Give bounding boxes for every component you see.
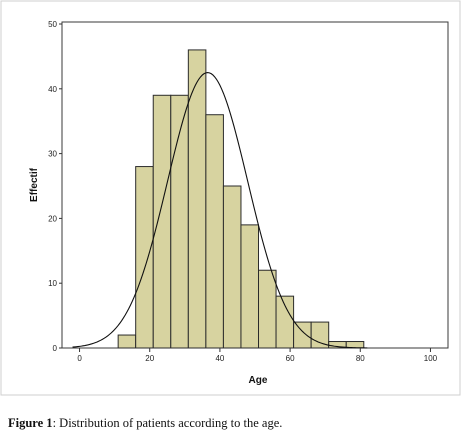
histogram-bar-1 [135,166,154,349]
normal-curve-line [72,72,368,349]
y-tick-label: 30 [48,150,57,159]
y-tick-label: 50 [48,20,57,29]
x-tick-label: 80 [356,354,365,363]
y-axis-ticks: 0 10 20 30 40 50 [48,20,62,353]
x-tick-label: 40 [215,354,224,363]
y-tick-label: 40 [48,85,57,94]
bars-group [117,49,365,349]
histogram-bar-6 [222,185,242,349]
figure-caption: Figure 1: Distribution of patients accor… [8,416,463,431]
x-tick-label: 20 [145,354,154,363]
y-tick-label: 20 [48,214,57,223]
histogram-bar-10 [293,321,312,349]
histogram-bar-11 [310,321,330,349]
x-tick-label: 0 [77,354,82,363]
x-tick-label: 100 [424,354,438,363]
histogram-bar-5 [205,114,224,349]
y-tick-label: 10 [48,279,57,288]
histogram-bar-0 [117,334,137,349]
figure-caption-text: : Distribution of patients according to … [52,416,283,430]
figure-label: Figure 1 [8,416,53,430]
chart-panel: 0 10 20 30 40 50 0 20 40 60 80 100 Effectif Age [0,0,461,396]
histogram-chart: 0 10 20 30 40 50 0 20 40 60 80 100 Effectif Age [0,0,461,396]
y-tick-label: 0 [53,344,58,353]
y-axis-title: Effectif [29,167,40,202]
histogram-bar-7 [240,224,260,349]
x-tick-label: 60 [286,354,295,363]
x-axis-title: Age [249,375,268,386]
x-axis-ticks: 0 20 40 60 80 100 [77,348,438,363]
histogram-bar-8 [258,269,277,349]
histogram-bar-2 [152,94,172,349]
